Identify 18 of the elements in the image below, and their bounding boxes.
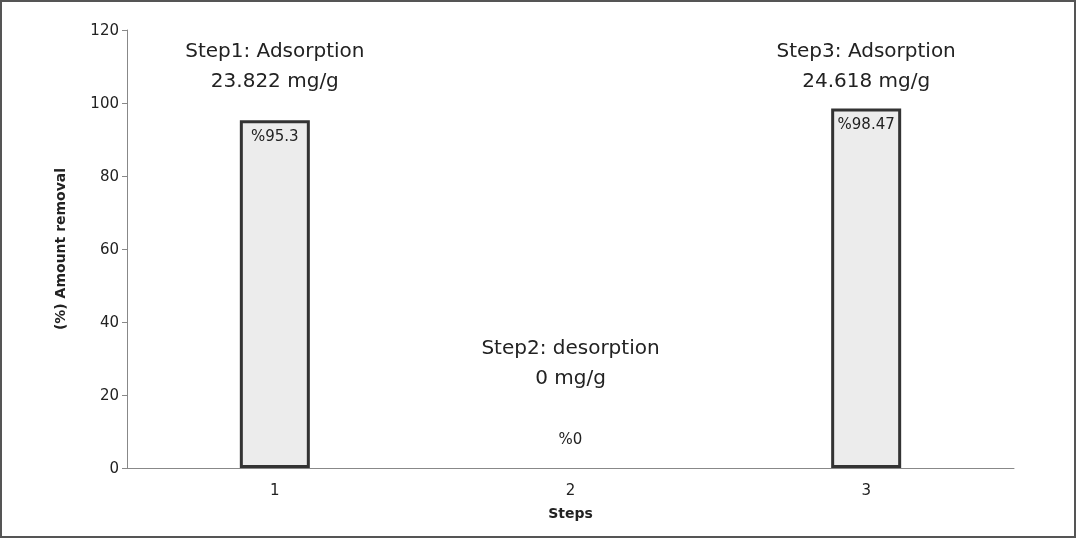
y-tick-label: 60 [99, 240, 119, 258]
x-tick-label: 1 [270, 480, 280, 499]
annotation: Step1: Adsorption 23.822 mg/g [185, 38, 365, 92]
y-axis-title: (%) Amount removal [52, 167, 68, 331]
y-tick-label: 0 [109, 459, 119, 477]
y-tick-label: 80 [99, 167, 119, 185]
y-tick-label: 40 [99, 313, 119, 331]
y-tick-label: 20 [99, 386, 119, 404]
y-tick-label: 120 [90, 21, 119, 39]
data-label: %95.3 [251, 126, 299, 145]
y-tick-label: 100 [90, 94, 119, 112]
annotation: Step3: Adsorption 24.618 mg/g [776, 38, 956, 92]
data-label: %0 [558, 429, 583, 448]
x-axis-title: Steps [548, 505, 593, 521]
annotation: Step2: desorption 0 mg/g [481, 335, 660, 389]
x-tick-label: 3 [861, 480, 871, 499]
data-label: %98.47 [837, 115, 895, 134]
x-tick-label: 2 [565, 480, 576, 499]
